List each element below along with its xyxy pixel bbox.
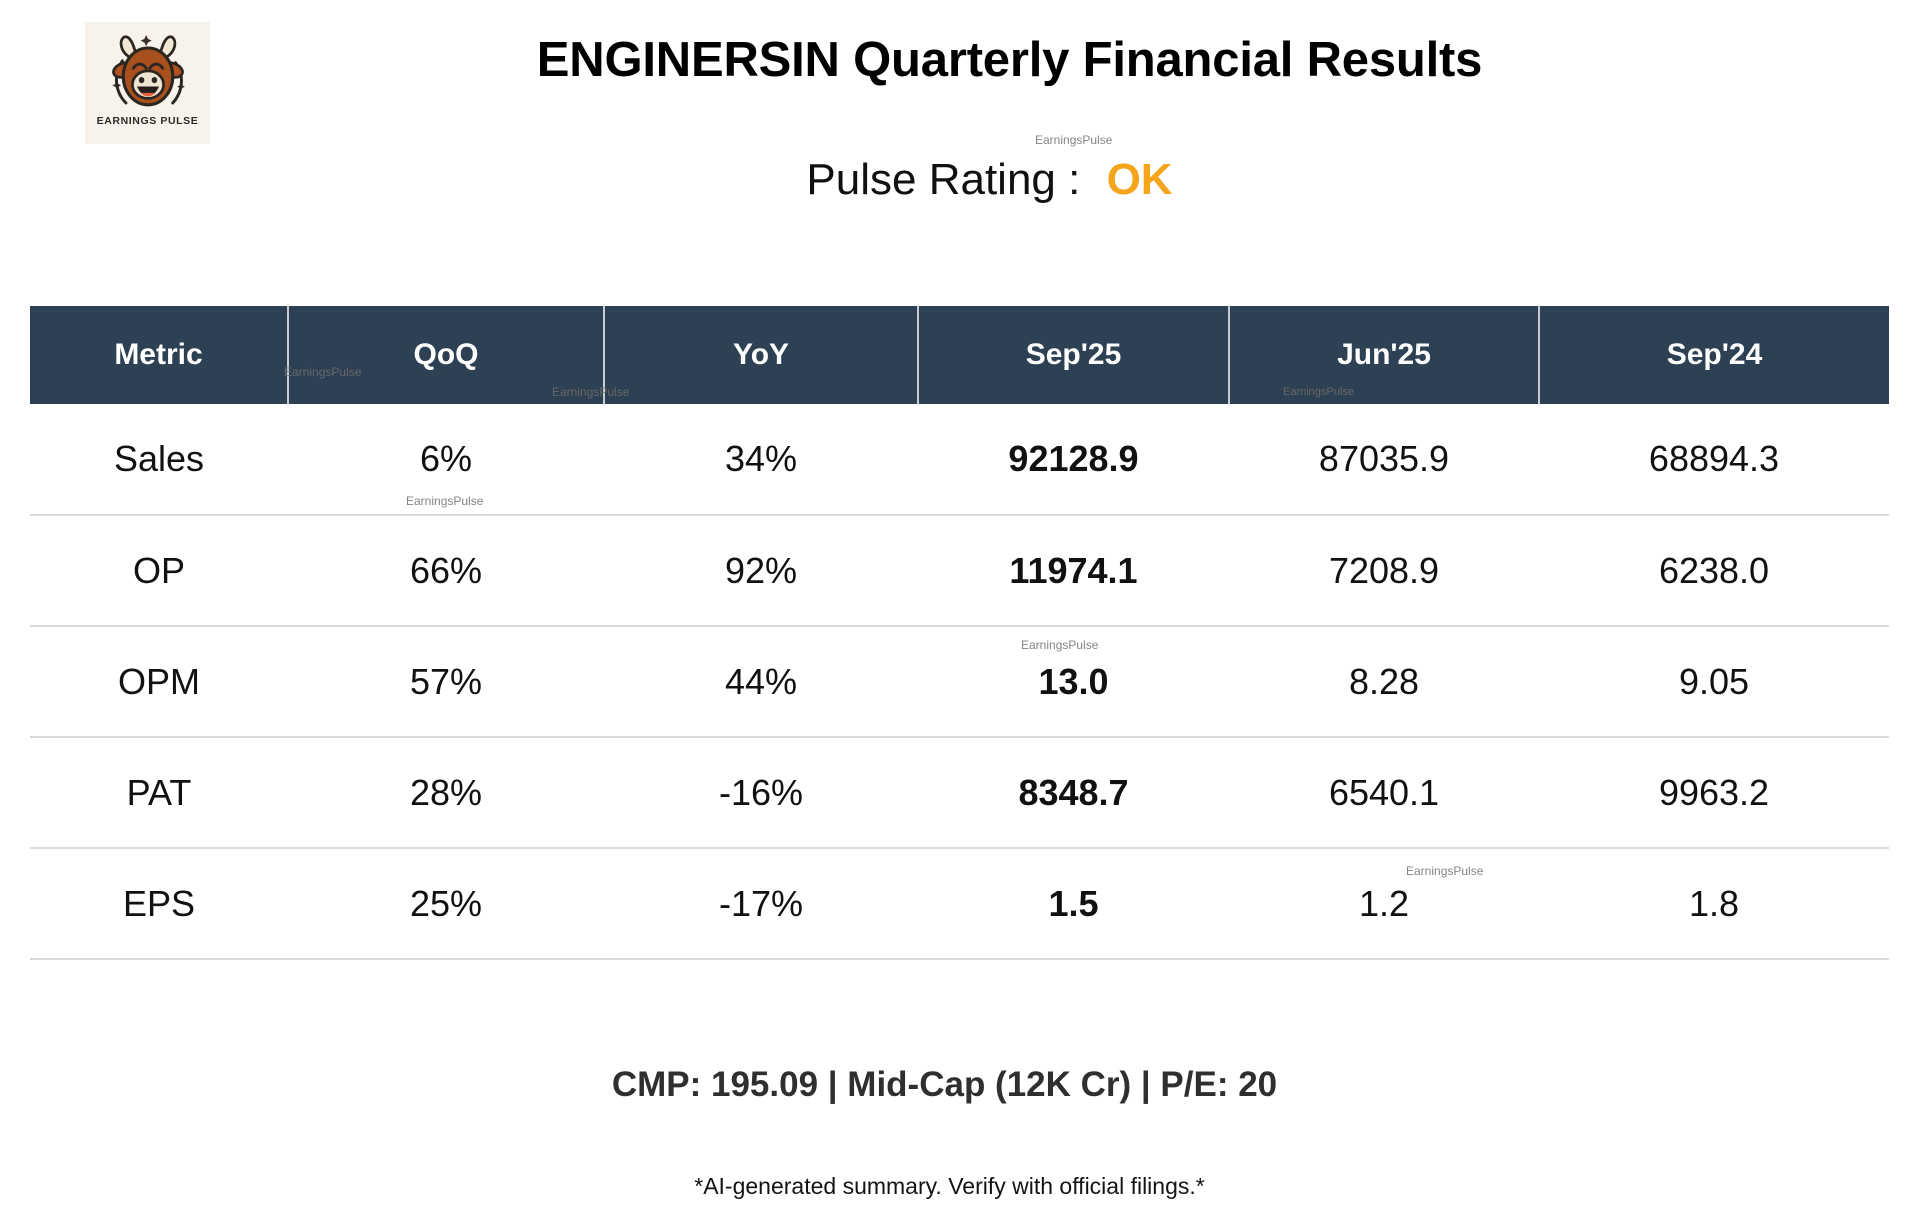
yoy-value: -17%: [604, 848, 918, 960]
pulse-rating-value: OK: [1106, 155, 1173, 204]
current-value: 92128.9: [918, 404, 1229, 516]
current-value: 13.0: [918, 626, 1229, 738]
qoq-value: 6%: [288, 404, 604, 516]
column-header-metric: Metric: [30, 306, 289, 404]
previous-value: 1.2: [1229, 848, 1539, 960]
metric-label: EPS: [30, 848, 288, 960]
previous-value: 87035.9: [1229, 404, 1539, 516]
yoy-value: 92%: [604, 515, 918, 627]
table-row: Sales 6% 34% 92128.9 87035.9 68894.3: [30, 404, 1889, 516]
page-title: ENGINERSIN Quarterly Financial Results: [536, 33, 1483, 87]
year-ago-value: 9.05: [1539, 626, 1889, 738]
financial-results-table: Metric QoQ YoY Sep'25 Jun'25 Sep'24 Sale…: [30, 306, 1889, 960]
pulse-rating: Pulse Rating : OK: [0, 155, 1919, 205]
year-ago-value: 1.8: [1539, 848, 1889, 960]
year-ago-value: 68894.3: [1539, 404, 1889, 516]
previous-value: 7208.9: [1229, 515, 1539, 627]
table-row: OP 66% 92% 11974.1 7208.9 6238.0: [30, 515, 1889, 627]
table-row: OPM 57% 44% 13.0 8.28 9.05: [30, 626, 1889, 738]
brand-logo: EARNINGS PULSE: [85, 22, 210, 144]
column-header-previous: Jun'25: [1229, 306, 1540, 404]
table-row: EPS 25% -17% 1.5 1.2 1.8: [30, 848, 1889, 960]
yoy-value: 34%: [604, 404, 918, 516]
current-value: 11974.1: [918, 515, 1229, 627]
table-row: PAT 28% -16% 8348.7 6540.1 9963.2: [30, 737, 1889, 849]
column-header-current: Sep'25: [918, 306, 1230, 404]
qoq-value: 57%: [288, 626, 604, 738]
metric-label: PAT: [30, 737, 288, 849]
yoy-value: 44%: [604, 626, 918, 738]
year-ago-value: 9963.2: [1539, 737, 1889, 849]
bull-mascot-icon: [111, 35, 185, 107]
previous-value: 8.28: [1229, 626, 1539, 738]
column-header-qoq: QoQ: [288, 306, 605, 404]
watermark-label: EarningsPulse: [1035, 133, 1113, 147]
current-value: 8348.7: [918, 737, 1229, 849]
yoy-value: -16%: [604, 737, 918, 849]
table-header-row: Metric QoQ YoY Sep'25 Jun'25 Sep'24: [30, 306, 1889, 404]
current-value: 1.5: [918, 848, 1229, 960]
qoq-value: 28%: [288, 737, 604, 849]
pulse-rating-label: Pulse Rating :: [806, 155, 1081, 204]
valuation-summary: CMP: 195.09 | Mid-Cap (12K Cr) | P/E: 20: [611, 1065, 1278, 1104]
disclaimer-text: *AI-generated summary. Verify with offic…: [694, 1173, 1205, 1199]
metric-label: OPM: [30, 626, 288, 738]
logo-caption: EARNINGS PULSE: [96, 115, 199, 127]
qoq-value: 25%: [288, 848, 604, 960]
metric-label: OP: [30, 515, 288, 627]
qoq-value: 66%: [288, 515, 604, 627]
year-ago-value: 6238.0: [1539, 515, 1889, 627]
previous-value: 6540.1: [1229, 737, 1539, 849]
metric-label: Sales: [30, 404, 288, 516]
column-header-year-ago: Sep'24: [1539, 306, 1889, 404]
column-header-yoy: YoY: [604, 306, 919, 404]
